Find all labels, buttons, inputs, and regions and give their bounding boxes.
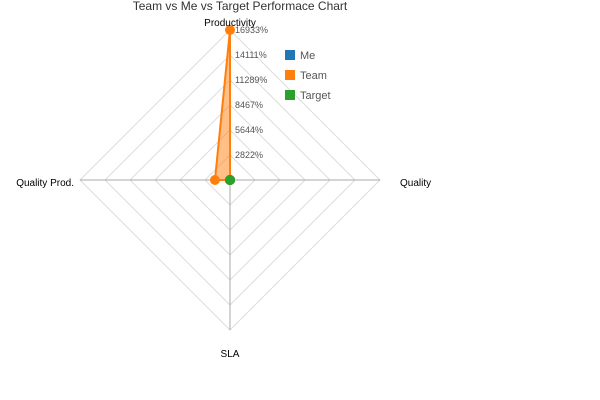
- data-point: [225, 25, 235, 35]
- tick-label: 11289%: [235, 75, 267, 85]
- tick-label: 8467%: [235, 100, 263, 110]
- radar-axis-labels: Productivity Quality SLA Quality Prod.: [16, 18, 431, 360]
- series-area: [213, 29, 231, 181]
- chart-title: Team vs Me vs Target Performace Chart: [133, 0, 348, 13]
- chart-legend: Me Team Target: [285, 50, 331, 102]
- axis-label: SLA: [221, 349, 240, 360]
- legend-label: Team: [300, 70, 327, 82]
- radar-tick-labels: 2822% 5644% 8467% 11289% 14111% 16933%: [235, 25, 268, 160]
- data-point: [209, 175, 220, 185]
- legend-swatch: [285, 50, 295, 60]
- legend-label: Me: [300, 50, 315, 62]
- axis-label: Quality Prod.: [16, 178, 74, 189]
- axis-label: Quality: [400, 178, 431, 189]
- axis-label: Productivity: [204, 18, 256, 29]
- radar-series: [209, 25, 235, 185]
- tick-label: 5644%: [235, 125, 263, 135]
- legend-swatch: [285, 70, 295, 80]
- tick-label: 2822%: [235, 150, 263, 160]
- data-point: [225, 175, 235, 185]
- legend-swatch: [285, 90, 295, 100]
- tick-label: 14111%: [235, 50, 267, 60]
- legend-label: Target: [300, 90, 331, 102]
- tick-label: 16933%: [235, 25, 268, 35]
